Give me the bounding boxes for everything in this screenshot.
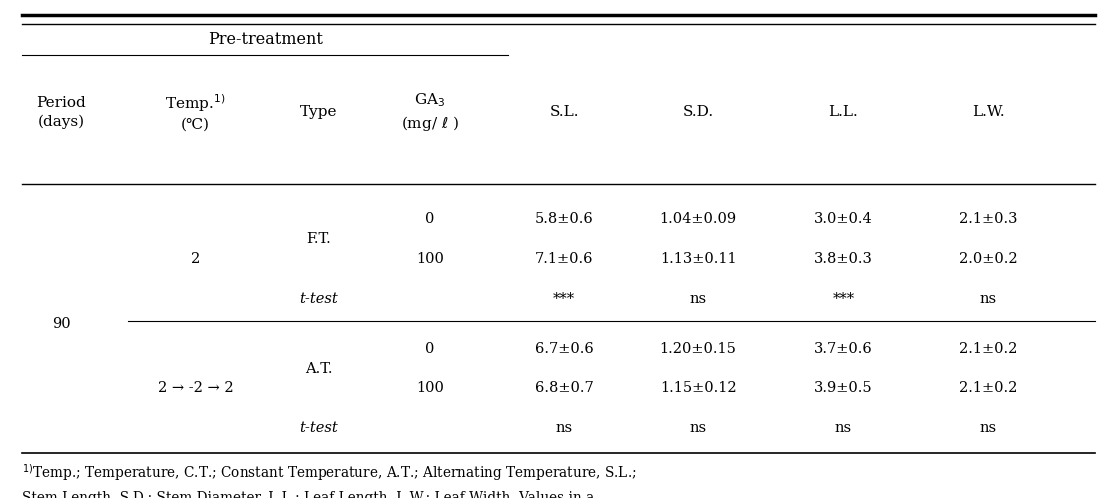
Text: 7.1±0.6: 7.1±0.6 (535, 252, 593, 266)
Text: 2 → -2 → 2: 2 → -2 → 2 (157, 381, 233, 395)
Text: S.L.: S.L. (550, 105, 579, 119)
Text: L.W.: L.W. (972, 105, 1005, 119)
Text: 0: 0 (426, 342, 435, 356)
Text: 2.1±0.3: 2.1±0.3 (960, 212, 1018, 226)
Text: 100: 100 (417, 252, 443, 266)
Text: 90: 90 (52, 317, 70, 331)
Text: 2.0±0.2: 2.0±0.2 (960, 252, 1018, 266)
Text: 1.15±0.12: 1.15±0.12 (660, 381, 736, 395)
Text: 3.0±0.4: 3.0±0.4 (814, 212, 872, 226)
Text: GA$_3$
(mg/ $\ell$ ): GA$_3$ (mg/ $\ell$ ) (401, 91, 459, 133)
Text: ns: ns (689, 421, 707, 435)
Text: S.D.: S.D. (682, 105, 714, 119)
Text: 3.9±0.5: 3.9±0.5 (814, 381, 872, 395)
Text: Type: Type (299, 105, 337, 119)
Text: ns: ns (834, 421, 852, 435)
Text: t-test: t-test (299, 421, 337, 435)
Text: 0: 0 (426, 212, 435, 226)
Text: L.L.: L.L. (829, 105, 858, 119)
Text: 6.8±0.7: 6.8±0.7 (535, 381, 593, 395)
Text: 1.04±0.09: 1.04±0.09 (659, 212, 737, 226)
Text: 2: 2 (191, 252, 200, 266)
Text: ns: ns (555, 421, 573, 435)
Text: 1.13±0.11: 1.13±0.11 (660, 252, 736, 266)
Text: 2.1±0.2: 2.1±0.2 (960, 381, 1018, 395)
Text: F.T.: F.T. (306, 232, 331, 246)
Text: A.T.: A.T. (305, 362, 332, 375)
Text: 6.7±0.6: 6.7±0.6 (535, 342, 593, 356)
Text: ns: ns (980, 421, 997, 435)
Text: Stem Length, S.D.; Stem Diameter, L.L.; Leaf Length, L.W.; Leaf Width, Values in: Stem Length, S.D.; Stem Diameter, L.L.; … (22, 491, 594, 498)
Text: 2.1±0.2: 2.1±0.2 (960, 342, 1018, 356)
Text: ns: ns (980, 292, 997, 306)
Text: Temp.$^{1)}$
(℃): Temp.$^{1)}$ (℃) (165, 92, 226, 132)
Text: ***: *** (832, 292, 855, 306)
Text: ns: ns (689, 292, 707, 306)
Text: 3.8±0.3: 3.8±0.3 (814, 252, 872, 266)
Text: 5.8±0.6: 5.8±0.6 (535, 212, 593, 226)
Text: $^{1)}$Temp.; Temperature, C.T.; Constant Temperature, A.T.; Alternating Tempera: $^{1)}$Temp.; Temperature, C.T.; Constan… (22, 462, 637, 483)
Text: 100: 100 (417, 381, 443, 395)
Text: 3.7±0.6: 3.7±0.6 (814, 342, 872, 356)
Text: Period
(days): Period (days) (37, 96, 86, 128)
Text: Pre-treatment: Pre-treatment (208, 31, 323, 48)
Text: 1.20±0.15: 1.20±0.15 (660, 342, 736, 356)
Text: ***: *** (553, 292, 575, 306)
Text: t-test: t-test (299, 292, 337, 306)
